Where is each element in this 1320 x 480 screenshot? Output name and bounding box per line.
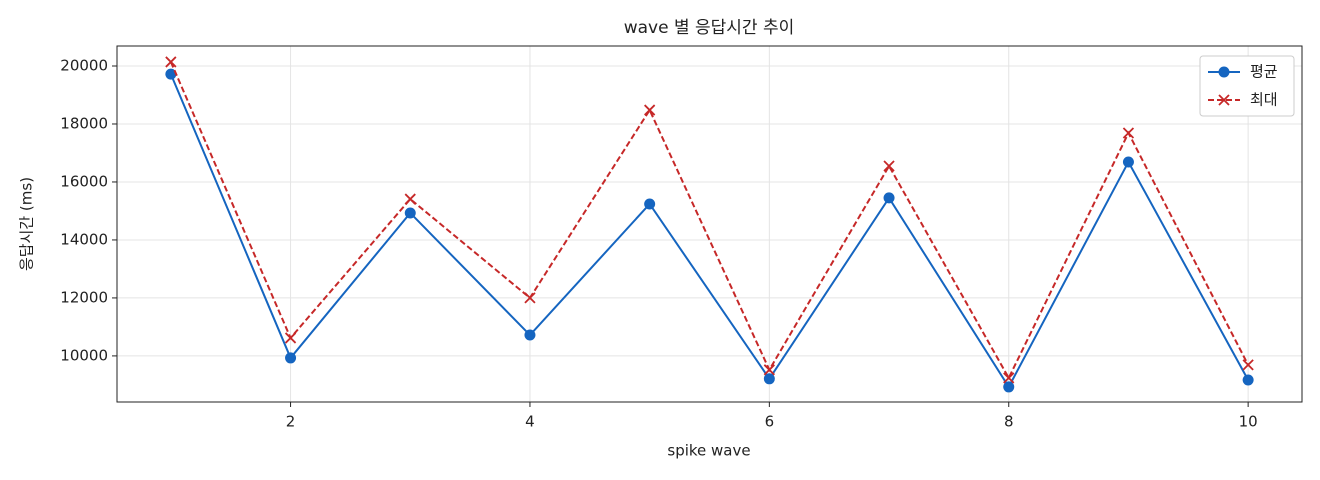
- legend-marker: [1218, 66, 1230, 78]
- legend-label: 평균: [1250, 63, 1278, 81]
- point: [644, 104, 656, 116]
- point: [763, 373, 775, 385]
- point: [644, 198, 656, 210]
- point: [883, 160, 895, 172]
- point: [284, 332, 297, 344]
- point: [763, 364, 775, 376]
- point: [1122, 156, 1134, 168]
- legend-marker: [1218, 94, 1230, 106]
- point: [165, 56, 177, 68]
- x-tick-label: 4: [525, 413, 535, 431]
- point: [524, 292, 536, 304]
- legend-label: 최대: [1250, 91, 1278, 109]
- y-tick-label: 20000: [60, 57, 108, 75]
- series-line: [169, 61, 1250, 381]
- x-axis-label: spike wave: [667, 442, 750, 460]
- point: [1242, 374, 1254, 386]
- y-tick-label: 16000: [60, 172, 108, 190]
- plot-frame: [116, 45, 1303, 403]
- y-tick-label: 14000: [60, 230, 108, 248]
- point: [404, 193, 416, 205]
- point: [883, 192, 895, 204]
- point: [524, 329, 536, 341]
- point: [1003, 381, 1015, 393]
- y-tick-label: 18000: [60, 114, 108, 132]
- point: [165, 68, 177, 80]
- legend-box: [1199, 55, 1295, 117]
- point: [404, 207, 416, 219]
- x-tick-label: 8: [1004, 413, 1014, 431]
- point: [1242, 359, 1254, 371]
- x-tick-label: 2: [286, 413, 296, 431]
- x-tick-label: 6: [765, 413, 775, 431]
- point: [1003, 372, 1015, 384]
- x-tick-label: 10: [1239, 413, 1258, 431]
- chart-title: wave 별 응답시간 추이: [624, 18, 795, 38]
- y-tick-label: 10000: [60, 346, 108, 364]
- point: [285, 352, 297, 364]
- y-tick-label: 12000: [60, 288, 108, 306]
- series-line: [169, 73, 1250, 389]
- y-axis-label: 응답시간 (ms): [18, 177, 36, 271]
- point: [1122, 127, 1135, 139]
